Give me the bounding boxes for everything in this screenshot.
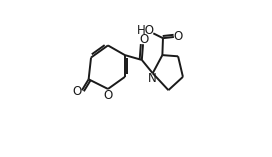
Text: O: O: [174, 30, 183, 43]
Text: O: O: [103, 89, 113, 102]
Text: N: N: [148, 72, 156, 85]
Text: O: O: [72, 85, 81, 98]
Text: HO: HO: [137, 24, 155, 37]
Text: O: O: [139, 33, 148, 46]
